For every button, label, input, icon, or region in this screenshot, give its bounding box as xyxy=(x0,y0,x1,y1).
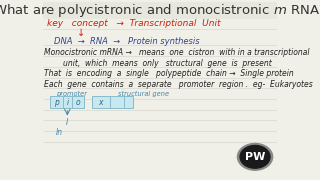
Bar xyxy=(63,96,72,108)
Text: x: x xyxy=(98,98,103,107)
Text: ↓: ↓ xyxy=(77,28,85,38)
Text: promoter: promoter xyxy=(56,91,87,97)
Text: Monocistronic mRNA →   means  one  cistron  with in a transcriptional: Monocistronic mRNA → means one cistron w… xyxy=(44,48,309,57)
Bar xyxy=(50,96,63,108)
Text: o: o xyxy=(76,98,80,107)
Text: p: p xyxy=(54,98,59,107)
Bar xyxy=(109,96,124,108)
Text: structural gene: structural gene xyxy=(118,91,169,97)
Text: DNA  →  RNA  →   Protein synthesis: DNA → RNA → Protein synthesis xyxy=(54,37,200,46)
Bar xyxy=(124,96,133,108)
Bar xyxy=(72,96,84,108)
Text: PW: PW xyxy=(245,152,265,162)
Text: That  is  encoding  a  single   polypeptide  chain →  Single protein: That is encoding a single polypeptide ch… xyxy=(44,69,293,78)
Text: key   concept   →  Transcriptional  Unit: key concept → Transcriptional Unit xyxy=(47,19,221,28)
Text: In: In xyxy=(56,128,63,137)
Bar xyxy=(43,2,277,19)
Bar xyxy=(92,96,109,108)
Circle shape xyxy=(237,143,273,170)
Text: What are polycistronic and monocistronic $\mathit{m}$ RNA?: What are polycistronic and monocistronic… xyxy=(0,2,320,19)
Text: i: i xyxy=(66,98,68,107)
Text: unit,  which  means  only   structural  gene  is  present: unit, which means only structural gene i… xyxy=(44,59,272,68)
Circle shape xyxy=(240,145,270,168)
Text: Each  gene  contains  a  separate   promoter  region .  eg-  Eukaryotes: Each gene contains a separate promoter r… xyxy=(44,80,313,89)
Text: I: I xyxy=(66,118,68,127)
